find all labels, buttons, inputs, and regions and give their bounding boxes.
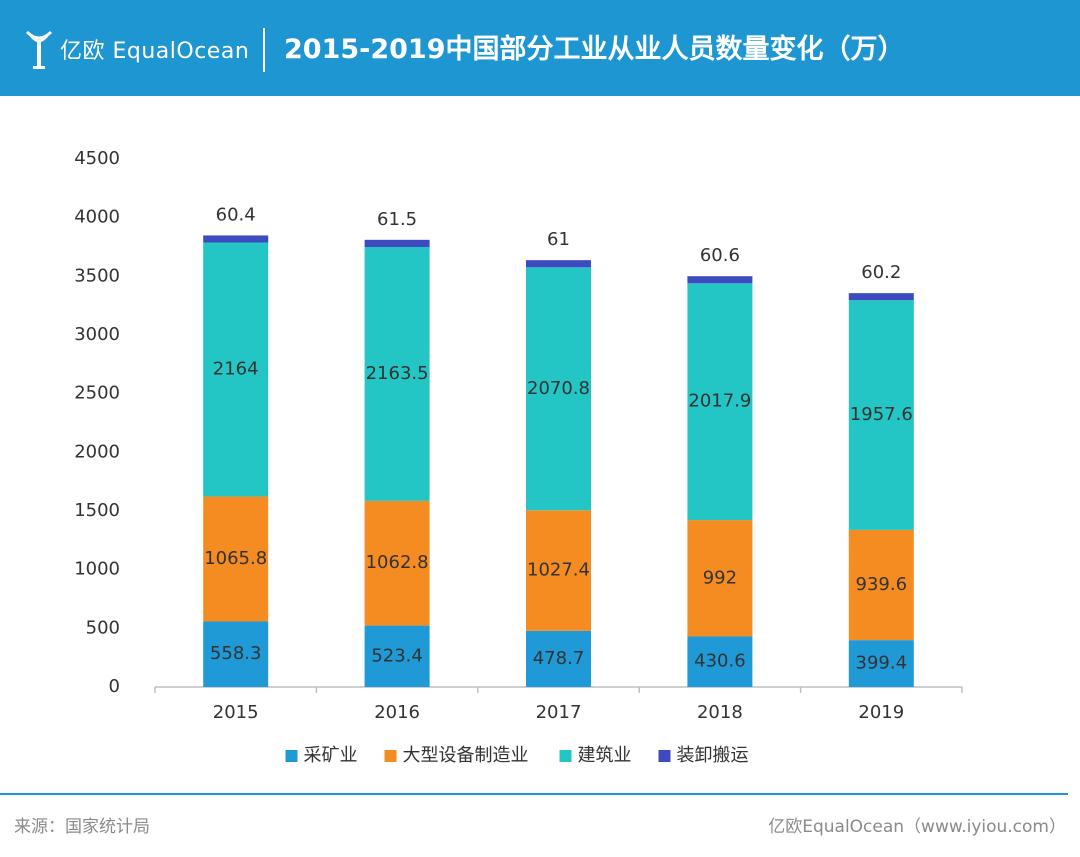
legend-swatch xyxy=(658,750,671,762)
bar-segment xyxy=(687,283,753,521)
legend-label: 装卸搬运 xyxy=(677,745,749,766)
data-label: 2070.8 xyxy=(527,378,590,399)
legend-label: 建筑业 xyxy=(578,745,632,766)
bar-segment xyxy=(203,621,269,687)
data-label: 60.4 xyxy=(216,204,256,225)
x-tick-label: 2019 xyxy=(858,702,904,723)
bar-segment xyxy=(526,630,591,687)
bar-segment xyxy=(364,625,430,687)
legend-swatch xyxy=(285,750,298,762)
chart-title: 2015-2019中国部分工业从业人员数量变化（万） xyxy=(284,34,905,65)
bar-segment xyxy=(687,636,753,687)
logo: 亿欧 EqualOcean xyxy=(24,24,249,74)
y-tick-label: 1000 xyxy=(74,559,120,580)
equalocean-logo-icon xyxy=(25,30,53,69)
credit-note: 亿欧EqualOcean（www.iyiou.com） xyxy=(768,817,1066,837)
legend-swatch xyxy=(559,750,572,762)
data-label: 1957.6 xyxy=(850,404,913,425)
bar-segment xyxy=(203,496,269,622)
x-tick-label: 2015 xyxy=(213,702,259,723)
data-label: 939.6 xyxy=(856,574,908,595)
data-label: 1062.8 xyxy=(366,552,429,573)
data-label: 61 xyxy=(547,229,570,250)
y-tick-label: 3000 xyxy=(74,324,120,345)
data-label: 558.3 xyxy=(210,643,262,664)
bar-segment xyxy=(848,293,914,301)
data-label: 523.4 xyxy=(371,645,423,666)
data-label: 430.6 xyxy=(694,651,746,672)
x-tick-label: 2018 xyxy=(697,702,743,723)
data-label: 399.4 xyxy=(856,653,908,674)
data-label: 60.6 xyxy=(700,245,740,266)
data-label: 2163.5 xyxy=(366,363,429,384)
data-label: 2164 xyxy=(213,358,259,379)
y-tick-label: 3500 xyxy=(74,265,120,286)
bar-segment xyxy=(364,239,430,248)
bar-segment xyxy=(203,235,269,243)
bar-segment xyxy=(687,276,753,284)
y-tick-label: 2500 xyxy=(74,383,120,404)
y-tick-label: 1500 xyxy=(74,500,120,521)
bar-segment xyxy=(364,247,430,501)
data-label: 61.5 xyxy=(377,209,417,230)
header-banner: 亿欧 EqualOcean 2015-2019中国部分工业从业人员数量变化（万） xyxy=(0,0,1080,96)
bar-segment xyxy=(364,500,430,626)
y-tick-label: 500 xyxy=(86,617,120,638)
stacked-bar-chart: 0 500 1000 1500 2000 2500 3000 3500 4000 4500 558.… xyxy=(74,148,963,766)
x-tick-label: 2016 xyxy=(374,702,420,723)
bar-segment xyxy=(848,640,914,687)
data-label: 992 xyxy=(703,567,737,588)
legend-swatch xyxy=(384,750,397,762)
data-label: 1065.8 xyxy=(204,548,267,569)
legend-label: 采矿业 xyxy=(304,745,358,766)
header-divider xyxy=(263,28,265,72)
footer-divider xyxy=(0,793,1068,795)
bar-segment xyxy=(526,510,591,631)
data-label: 1027.4 xyxy=(527,560,590,581)
data-label: 60.2 xyxy=(861,262,901,283)
data-label: 478.7 xyxy=(533,648,585,669)
y-tick-label: 2000 xyxy=(74,441,120,462)
source-note: 来源：国家统计局 xyxy=(14,817,150,837)
bar-segment xyxy=(687,520,753,637)
x-tick-label: 2017 xyxy=(536,702,582,723)
legend-label: 大型设备制造业 xyxy=(403,745,529,766)
y-tick-label: 4000 xyxy=(74,207,120,228)
y-tick-label: 0 xyxy=(109,676,120,697)
bar-segment xyxy=(848,529,914,641)
bar-segment xyxy=(526,260,591,268)
bar-segment xyxy=(203,242,269,497)
data-label: 2017.9 xyxy=(688,391,751,412)
bar-segment xyxy=(526,267,591,511)
logo-text: 亿欧 EqualOcean xyxy=(60,39,250,64)
y-tick-label: 4500 xyxy=(74,148,120,169)
bar-segment xyxy=(848,300,914,530)
